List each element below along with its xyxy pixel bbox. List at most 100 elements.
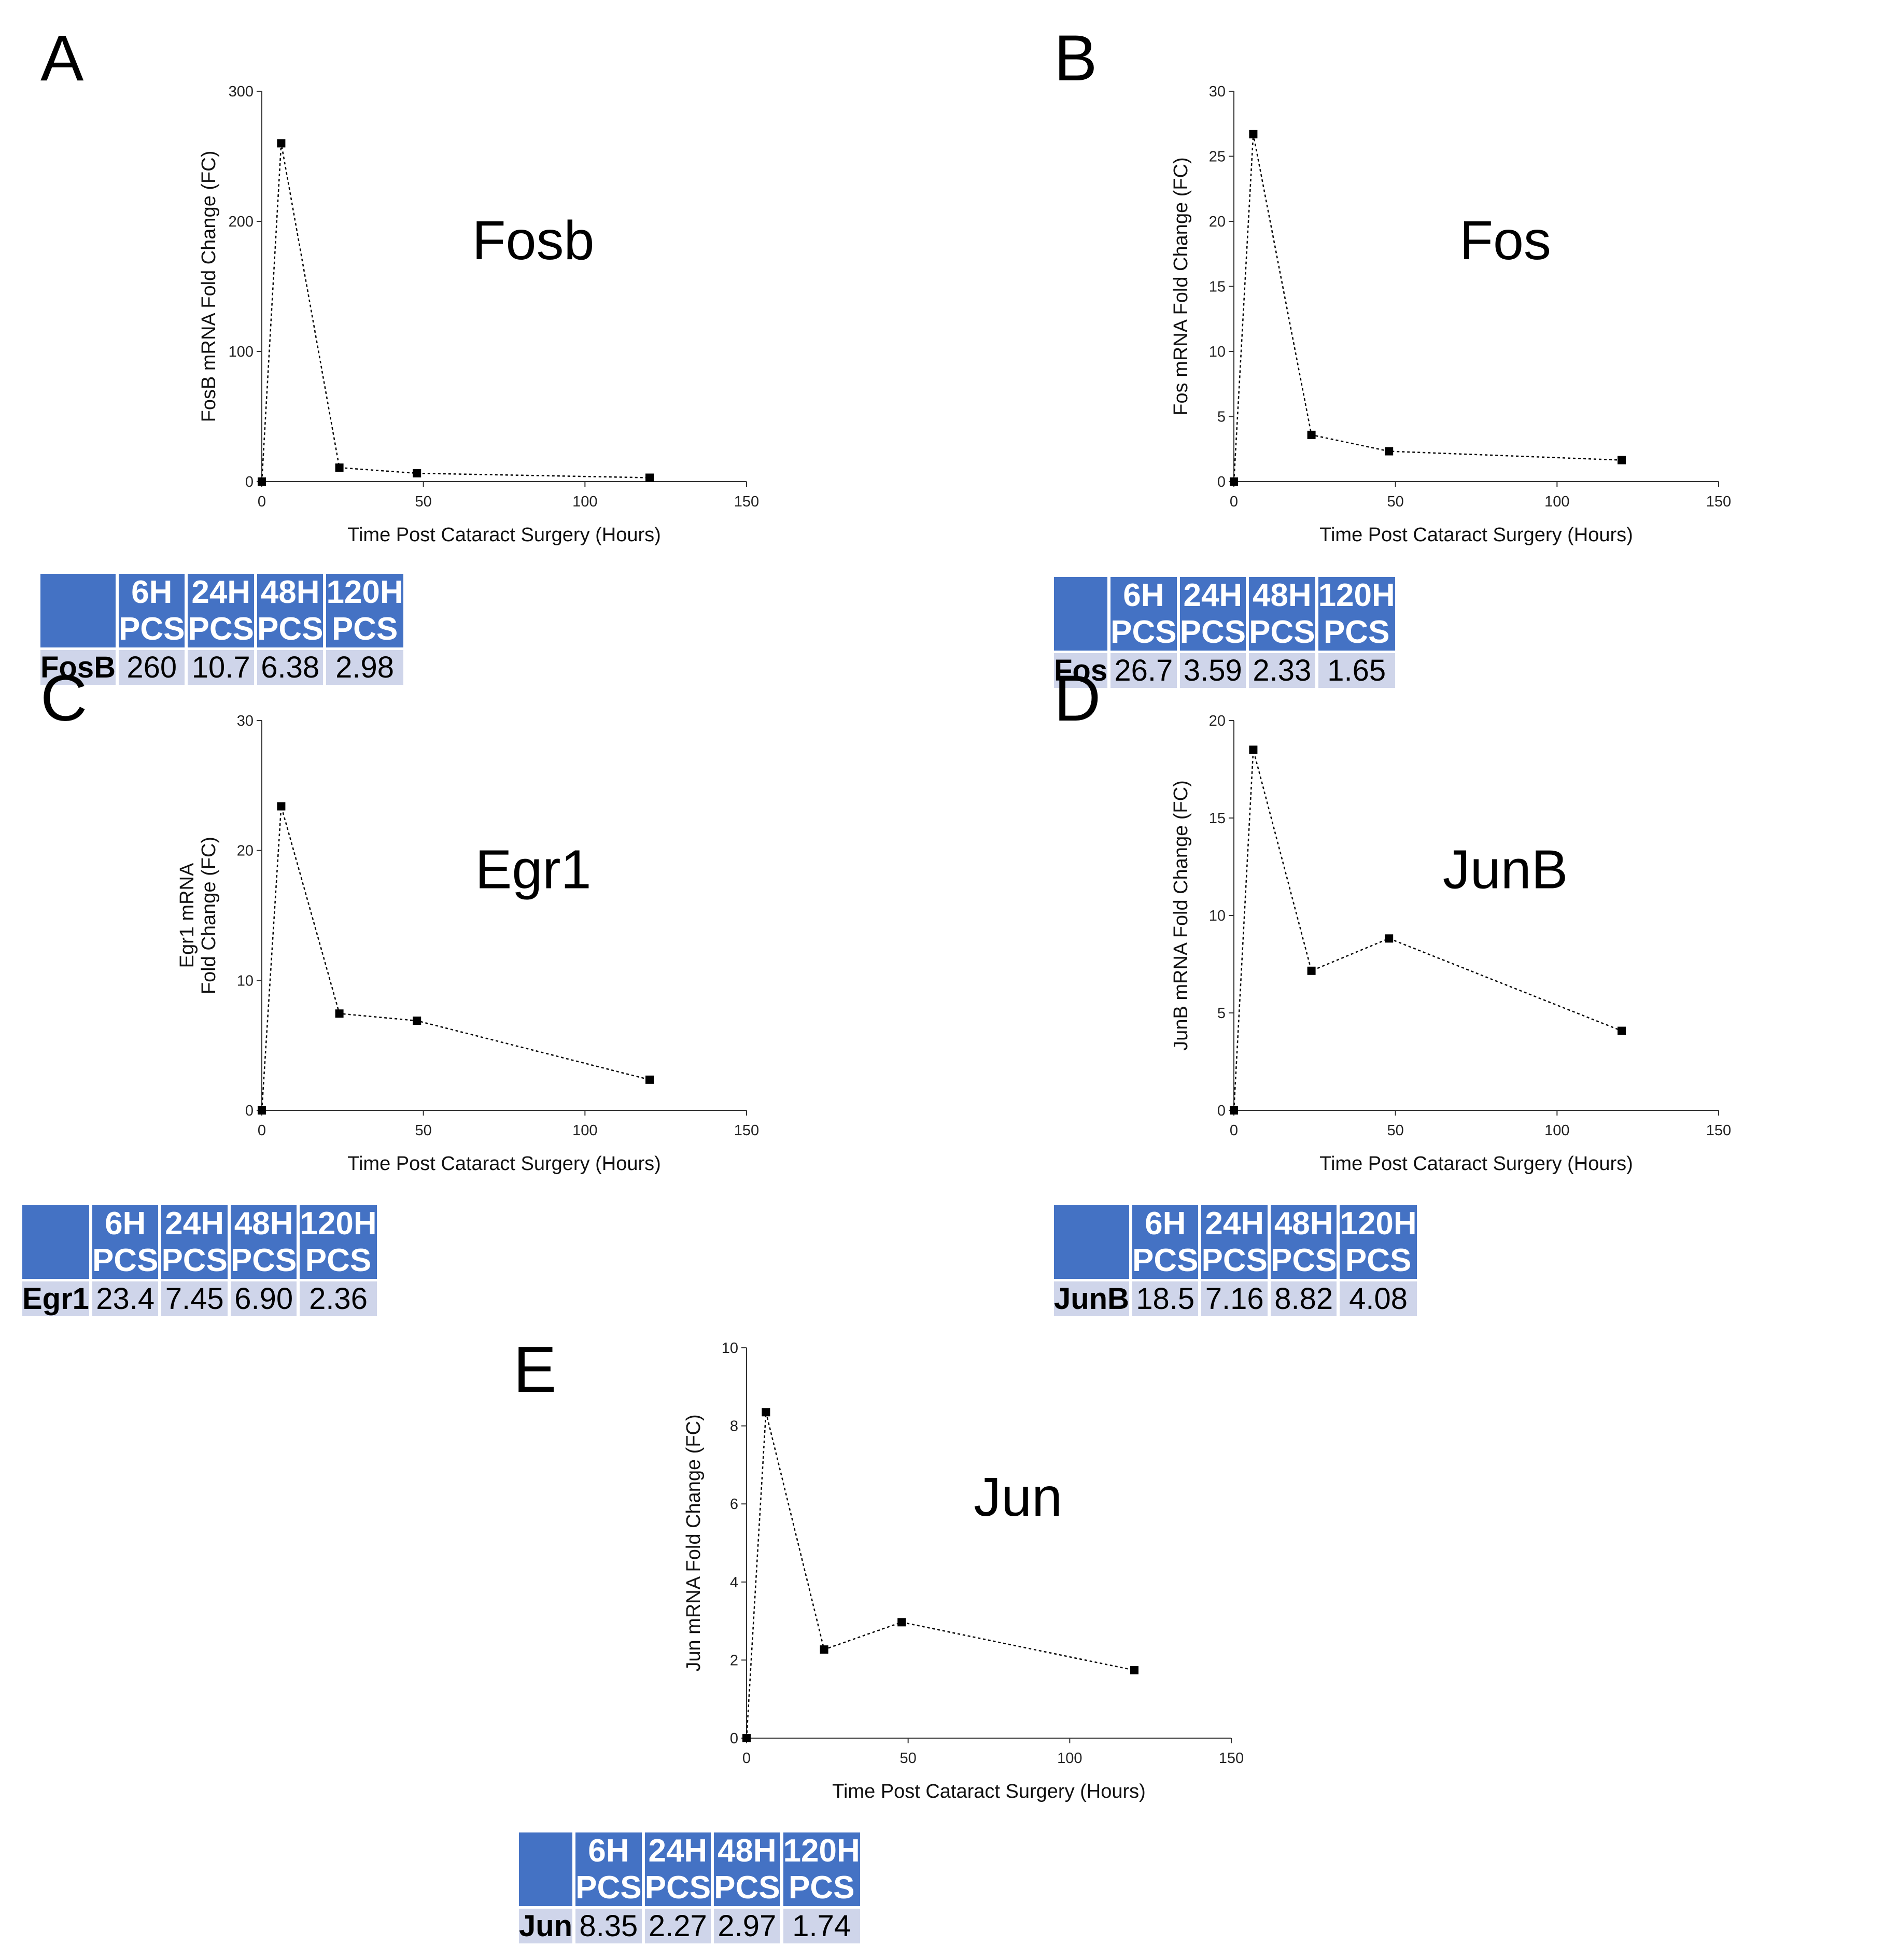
data-point (1307, 430, 1316, 439)
series-line (261, 806, 650, 1111)
y-tick-label: 2 (730, 1652, 738, 1669)
table-row: JunB 18.5 7.16 8.82 4.08 (1054, 1281, 1417, 1316)
panel-letter: E (513, 1334, 557, 1406)
table-header-cell: 24H PCS (188, 574, 254, 647)
panel-letter: D (1054, 662, 1101, 735)
chart-title: JunB (1443, 839, 1568, 900)
data-point (1249, 745, 1258, 754)
data-point (1230, 1106, 1238, 1115)
table-header-cell: 48H PCS (714, 1832, 780, 1906)
table-value-cell: 23.4 (92, 1281, 159, 1316)
x-tick-label: 50 (415, 1122, 432, 1139)
chart-fos: 0 5 10 15 20 25 30 0 50 100 150 Time Post Cataract … (1170, 83, 1731, 546)
table-value-cell: 260 (119, 650, 185, 685)
table-header-cell: 6H PCS (119, 574, 185, 647)
table-gene-cell: Egr1 (22, 1281, 89, 1316)
table-header-row: 6H PCS 24H PCS 48H PCS 120H PCS (1054, 577, 1395, 651)
y-tick-label: 0 (1217, 474, 1226, 490)
table-value-cell: 1.74 (783, 1909, 860, 1943)
fold-change-table: 6H PCS 24H PCS 48H PCS 120H PCS Jun 8.35 2.27 2… (516, 1830, 863, 1946)
y-tick-label: 20 (1209, 214, 1226, 230)
y-tick-label: 100 (229, 344, 254, 360)
table-header-row: 6H PCS 24H PCS 48H PCS 120H PCS (519, 1832, 860, 1906)
data-point (897, 1618, 906, 1627)
y-tick-label: 15 (1209, 810, 1226, 827)
table-value-cell: 8.82 (1270, 1281, 1337, 1316)
x-tick-label: 100 (1057, 1750, 1082, 1767)
series-line (1233, 750, 1622, 1111)
chart-title: Egr1 (475, 839, 592, 900)
y-axis-label: Egr1 mRNA (176, 863, 198, 968)
x-tick-label: 150 (1706, 493, 1731, 510)
y-tick-label: 15 (1209, 279, 1226, 295)
data-point (1230, 477, 1238, 486)
y-tick-label: 0 (245, 1103, 254, 1119)
y-tick-label: 20 (1209, 713, 1226, 729)
y-tick-label: 30 (1209, 83, 1226, 100)
table-value-cell: 2.97 (714, 1909, 780, 1943)
y-tick-label: 10 (237, 972, 254, 989)
data-point (1385, 934, 1394, 943)
fold-change-table: 6H PCS 24H PCS 48H PCS 120H PCS Fos 26.7 3.59 2… (1051, 574, 1398, 690)
table-header-blank (1054, 1205, 1129, 1279)
table-value-cell: 10.7 (188, 650, 254, 685)
x-axis-label: Time Post Cataract Surgery (Hours) (1319, 1153, 1633, 1175)
x-tick-label: 50 (1387, 1122, 1404, 1139)
table-value-cell: 3.59 (1179, 653, 1246, 688)
table-header-row: 6H PCS 24H PCS 48H PCS 120H PCS (1054, 1205, 1417, 1279)
y-tick-label: 0 (730, 1730, 738, 1747)
x-tick-label: 100 (1544, 1122, 1569, 1139)
y-tick-label: 5 (1217, 409, 1226, 426)
table-value-cell: 7.45 (161, 1281, 228, 1316)
data-point (277, 802, 286, 811)
data-point (258, 477, 266, 486)
y-tick-label: 30 (237, 713, 254, 729)
data-point (413, 1017, 421, 1025)
table-header-blank (519, 1832, 573, 1906)
table-header-cell: 120H PCS (326, 574, 403, 647)
data-point (1307, 966, 1316, 975)
data-point (258, 1106, 266, 1115)
table-value-cell: 7.16 (1201, 1281, 1268, 1316)
table-gene-cell: FosB (40, 650, 116, 685)
series-line (261, 143, 650, 482)
table-row: Egr1 23.4 7.45 6.90 2.36 (22, 1281, 377, 1316)
y-tick-label: 5 (1217, 1005, 1226, 1022)
x-tick-label: 150 (734, 1122, 759, 1139)
fold-change-table: 6H PCS 24H PCS 48H PCS 120H PCS JunB 18.5 7.16… (1051, 1203, 1420, 1319)
x-tick-label: 150 (734, 493, 759, 510)
y-tick-label: 6 (730, 1496, 738, 1513)
table-header-cell: 6H PCS (92, 1205, 159, 1279)
table-row: FosB 260 10.7 6.38 2.98 (40, 650, 403, 685)
table-value-cell: 2.98 (326, 650, 403, 685)
series-line (1233, 134, 1622, 482)
table-row: Jun 8.35 2.27 2.97 1.74 (519, 1909, 860, 1943)
x-tick-label: 150 (1706, 1122, 1731, 1139)
table-gene-cell: JunB (1054, 1281, 1129, 1316)
y-tick-label: 10 (1209, 908, 1226, 924)
table-header-cell: 48H PCS (230, 1205, 297, 1279)
table-value-cell: 2.33 (1249, 653, 1315, 688)
data-point (820, 1645, 828, 1654)
data-point (762, 1408, 770, 1417)
data-point (1249, 130, 1258, 138)
x-tick-label: 0 (742, 1750, 751, 1767)
table-header-cell: 48H PCS (257, 574, 324, 647)
y-tick-label: 25 (1209, 149, 1226, 165)
table-value-cell: 6.90 (230, 1281, 297, 1316)
table-value-cell: 6.38 (257, 650, 324, 685)
table-header-cell: 24H PCS (1201, 1205, 1268, 1279)
chart-title: Jun (974, 1467, 1062, 1528)
table-value-cell: 1.65 (1318, 653, 1395, 688)
x-tick-label: 50 (900, 1750, 917, 1767)
x-tick-label: 0 (258, 493, 266, 510)
x-tick-label: 0 (1230, 1122, 1238, 1139)
data-point (1618, 1026, 1626, 1035)
table-header-blank (40, 574, 116, 647)
table-header-row: 6H PCS 24H PCS 48H PCS 120H PCS (40, 574, 403, 647)
data-point (413, 469, 421, 477)
table-header-cell: 6H PCS (1132, 1205, 1199, 1279)
x-axis-label: Time Post Cataract Surgery (Hours) (832, 1781, 1146, 1802)
data-point (277, 139, 286, 148)
y-tick-label: 300 (229, 83, 254, 100)
